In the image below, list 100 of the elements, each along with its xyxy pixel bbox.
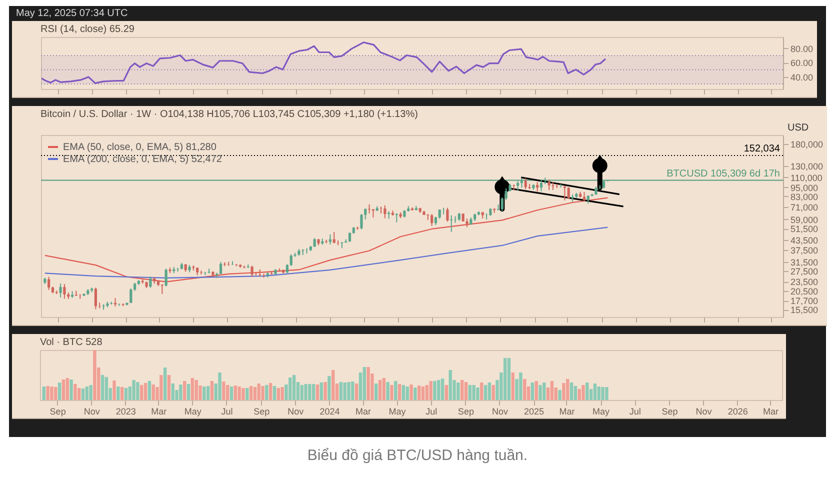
bar [167,375,171,400]
bar [574,386,578,400]
bar [328,376,331,400]
candlestick [328,234,332,245]
bar [280,387,284,400]
bar [148,381,152,400]
y-tick-label: 180,000 [790,140,824,150]
bar [398,384,402,400]
bar [316,384,320,400]
candlestick [200,270,203,275]
candlestick [98,302,101,309]
x-tick-label: Nov [288,406,304,416]
bar [343,382,346,400]
x-tick-label: Sep [458,406,474,416]
bar [414,388,417,400]
x-tick-label: Mar [355,406,371,416]
candlestick [567,186,570,200]
y-tick-label: 51,500 [790,224,818,234]
bar [194,380,198,400]
bar [492,385,495,400]
bar [300,385,304,400]
bar [104,377,108,400]
x-tick-label: Nov [492,406,508,416]
candlestick [258,268,262,277]
y-tick-label: 130,000 [790,162,824,172]
bar [558,390,562,400]
candlestick [548,179,550,191]
bar [222,382,226,400]
candlestick [48,276,50,290]
bar [605,387,608,400]
bar [507,358,511,400]
line-series [40,42,606,84]
bar [218,372,222,400]
legend-label: EMA (200, close, 0, EMA, 5) 52,472 [63,154,222,165]
y-tick-label: 17,700 [790,296,818,306]
bar [66,378,69,400]
bar [160,375,163,400]
candlestick [504,188,508,200]
bar [578,389,581,400]
y-tick-label: 27,500 [790,266,818,276]
bar [593,384,597,400]
candlestick [563,186,566,201]
bar [597,386,600,400]
bar [152,384,155,400]
x-tick-label: Sep [50,406,66,416]
bar [46,386,50,400]
y-tick-label: 40.00 [790,72,814,82]
bar [503,358,507,400]
bar [74,384,77,400]
x-tick-label: Jul [426,406,438,416]
candlestick [130,288,132,304]
y-tick-label: 110,000 [790,172,822,183]
bar [62,380,66,400]
bar [304,384,308,400]
bar [179,384,182,400]
bar [464,382,468,400]
bar [476,388,480,400]
text: May 12, 2025 07:34 UTC [15,8,129,21]
bar [382,378,386,400]
bar [444,385,448,400]
bar [210,381,214,400]
x-tick-label: May [184,406,202,416]
bar [70,380,73,400]
bar [144,383,148,400]
x-tick-label: Nov [696,406,712,416]
legend-label: EMA (50, close, 0, EMA, 5) 81,280 [63,142,217,153]
bar [54,387,58,400]
candlestick [500,196,504,212]
bar [320,382,323,400]
bar [488,382,492,400]
bar [406,386,409,400]
x-tick-label: Mar [151,406,167,416]
bar [253,387,257,400]
bar [538,385,542,400]
bar [586,382,589,400]
x-tick-label: May [388,406,406,416]
bar [448,370,452,400]
bar [550,381,554,400]
candlestick [149,276,152,288]
bar [378,380,382,400]
y-tick-label: 20,500 [790,286,818,296]
bar [183,381,186,400]
y-tick-label: 31,500 [790,257,818,268]
bar [402,385,406,400]
bar [582,385,585,400]
bar [292,375,296,400]
bar [351,382,354,400]
bar [429,381,432,400]
bar [417,386,421,400]
candlestick [446,207,449,222]
y-tick-label: 43,500 [790,235,818,246]
y-tick-label: 23,500 [790,277,818,288]
x-tick-label: Nov [84,406,100,416]
candlestick [94,287,98,310]
bar [202,386,206,400]
x-tick-label: May [592,406,610,416]
bar [246,388,249,400]
x-tick-label: Mar [559,406,575,416]
candlestick [290,254,292,266]
bar [534,381,538,400]
